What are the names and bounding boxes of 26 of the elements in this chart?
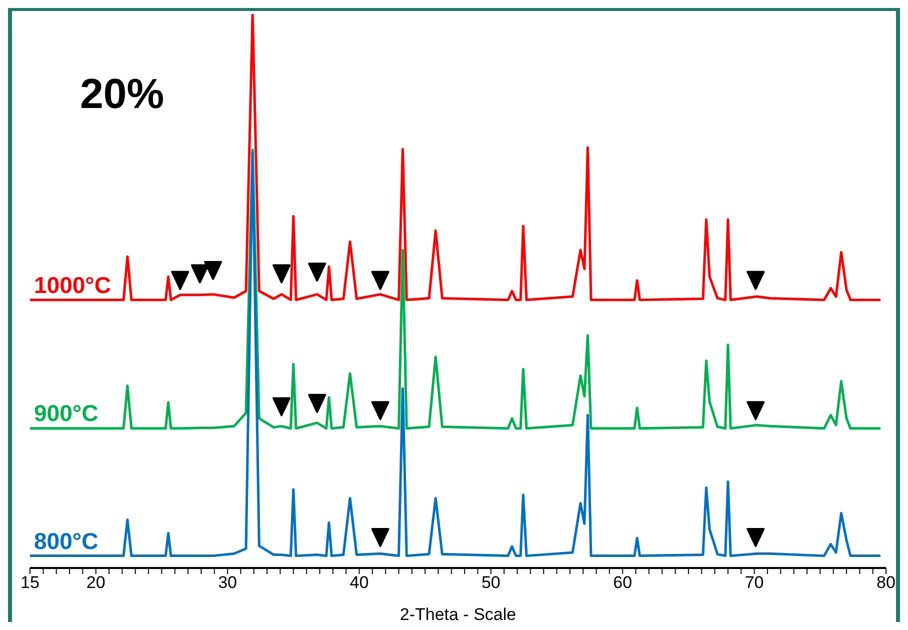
x-tick-label: 60	[613, 573, 632, 592]
point	[272, 397, 291, 416]
x-tick-label: 30	[218, 573, 237, 592]
x-tick-label: 40	[350, 573, 369, 592]
x-tick-label: 70	[744, 573, 764, 592]
series-label: 800°C	[34, 528, 98, 555]
x-tick-label: 50	[481, 573, 500, 592]
point	[308, 262, 326, 282]
point	[746, 270, 765, 290]
series-label: 1000°C	[34, 272, 111, 299]
point	[371, 528, 390, 547]
point	[371, 401, 390, 420]
point	[308, 394, 326, 413]
x-tick-label: 20	[86, 573, 106, 592]
point	[746, 528, 765, 547]
point	[272, 264, 291, 284]
x-axis-title: 2-Theta - Scale	[400, 605, 516, 624]
x-tick-label: 15	[20, 573, 40, 592]
point	[204, 260, 222, 280]
point	[371, 270, 390, 290]
series-label: 900°C	[34, 400, 98, 428]
point	[746, 401, 765, 420]
point	[171, 270, 190, 290]
point	[190, 264, 209, 284]
x-tick-label: 80	[876, 573, 896, 592]
text: 20%	[80, 70, 164, 118]
